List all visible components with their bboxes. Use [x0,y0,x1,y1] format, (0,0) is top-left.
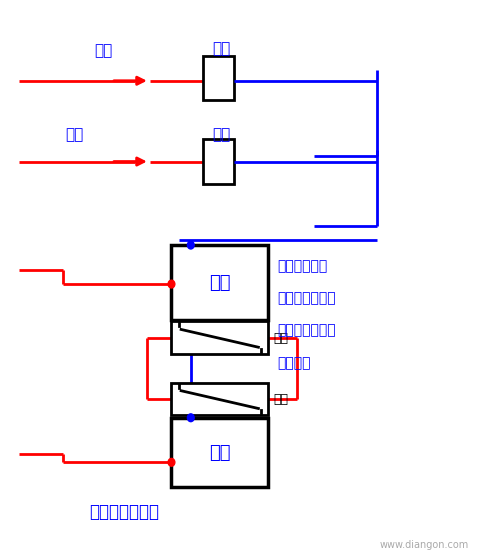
Bar [171,321,268,354]
Bar [171,418,268,487]
Circle shape [187,414,194,422]
Text: 两个接触器的: 两个接触器的 [278,259,328,273]
Bar [203,139,234,184]
Text: 的常闭点: 的常闭点 [278,356,311,370]
Circle shape [187,241,194,249]
Text: 穿过对方接触器: 穿过对方接触器 [278,324,336,338]
Text: 反转: 反转 [95,43,113,58]
Text: www.diangon.com: www.diangon.com [379,540,469,550]
Text: 正转: 正转 [209,273,230,292]
Text: 常闭: 常闭 [273,393,288,406]
Text: 反转: 反转 [209,443,230,462]
Text: 线圈接线时分别: 线圈接线时分别 [278,291,336,305]
Text: 反转: 反转 [213,127,231,142]
Text: 正转: 正转 [65,127,84,142]
Text: 接触器电器互锁: 接触器电器互锁 [89,503,159,521]
Text: 常闭: 常闭 [273,332,288,345]
Bar [203,56,234,100]
Bar [171,383,268,415]
Circle shape [168,280,175,288]
Text: 正转: 正转 [213,41,231,56]
Circle shape [168,458,175,466]
Bar [171,245,268,320]
